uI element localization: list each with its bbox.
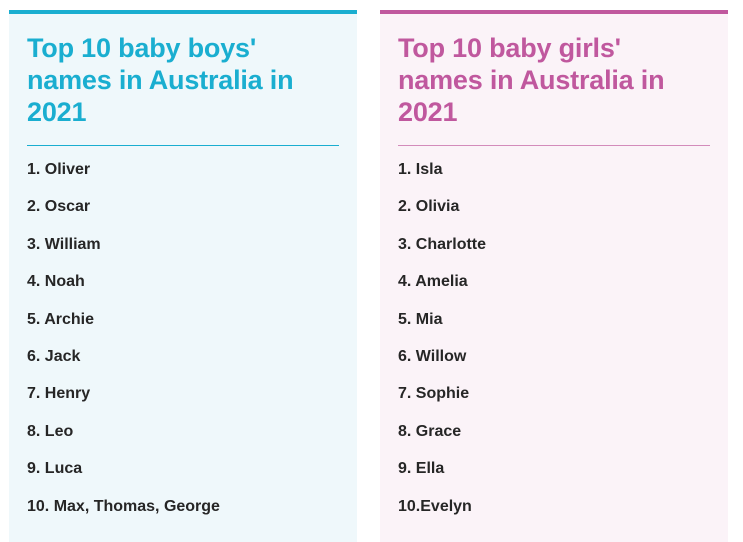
boys-name-item: 5. Archie bbox=[27, 310, 94, 328]
girls-divider bbox=[398, 145, 710, 146]
boys-name-item: 3. William bbox=[27, 235, 101, 253]
boys-name-item: 9. Luca bbox=[27, 460, 83, 478]
girls-name-item: 1. Isla bbox=[398, 161, 443, 178]
girls-card-title: Top 10 baby girls' names in Australia in… bbox=[398, 33, 665, 127]
girls-name-item: 2. Olivia bbox=[398, 198, 460, 216]
boys-name-item: 1. Oliver bbox=[27, 161, 91, 178]
boys-name-item: 4. Noah bbox=[27, 273, 85, 291]
girls-name-item: 9. Ella bbox=[398, 460, 445, 478]
boys-divider bbox=[27, 145, 339, 146]
boys-name-list: 1. Oliver 2. Oscar 3. William 4. Noah 5.… bbox=[27, 160, 339, 534]
boys-names-card: Top 10 baby boys' names in Australia in … bbox=[9, 10, 357, 542]
girls-name-item: 8. Grace bbox=[398, 422, 462, 440]
girls-names-card: Top 10 baby girls' names in Australia in… bbox=[380, 10, 728, 542]
girls-name-item: 7. Sophie bbox=[398, 385, 470, 403]
girls-name-item: 3. Charlotte bbox=[398, 235, 487, 253]
boys-name-item: 8. Leo bbox=[27, 422, 74, 440]
girls-name-item: 5. Mia bbox=[398, 310, 443, 328]
boys-card-title: Top 10 baby boys' names in Australia in … bbox=[27, 33, 294, 127]
girls-name-item: 6. Willow bbox=[398, 347, 467, 365]
girls-name-item: 10.Evelyn bbox=[398, 497, 472, 515]
boys-name-item: 2. Oscar bbox=[27, 198, 91, 216]
boys-name-item: 7. Henry bbox=[27, 385, 91, 403]
boys-name-item: 6. Jack bbox=[27, 347, 81, 365]
girls-name-list: 1. Isla 2. Olivia 3. Charlotte 4. Amelia… bbox=[398, 160, 710, 534]
girls-name-item: 4. Amelia bbox=[398, 273, 468, 291]
boys-name-item: 10. Max, Thomas, George bbox=[27, 497, 220, 515]
